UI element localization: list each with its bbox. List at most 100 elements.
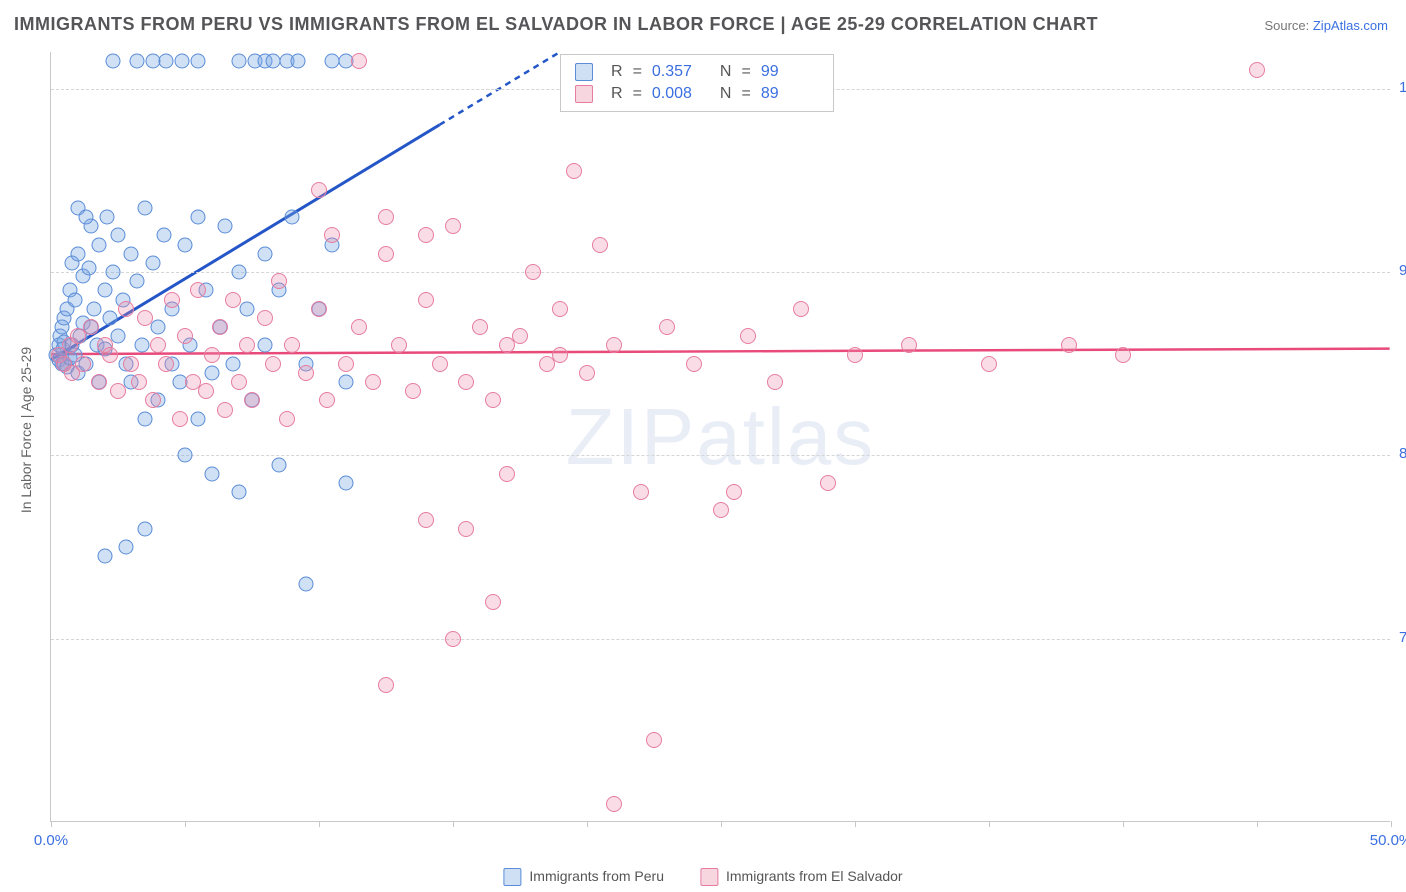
data-point xyxy=(552,301,568,317)
legend-label-elsalvador: Immigrants from El Salvador xyxy=(726,868,903,884)
data-point xyxy=(1115,347,1131,363)
data-point xyxy=(100,210,115,225)
y-tick-label: 90.0% xyxy=(1391,262,1406,279)
data-point xyxy=(767,374,783,390)
data-point xyxy=(239,301,254,316)
data-point xyxy=(204,466,219,481)
data-point xyxy=(217,402,233,418)
data-point xyxy=(499,337,515,353)
data-point xyxy=(445,218,461,234)
legend-label-peru: Immigrants from Peru xyxy=(529,868,664,884)
x-tick-label: 0.0% xyxy=(34,832,68,849)
data-point xyxy=(177,328,193,344)
data-point xyxy=(78,210,93,225)
data-point xyxy=(713,502,729,518)
data-point xyxy=(606,337,622,353)
data-point xyxy=(633,484,649,500)
data-point xyxy=(97,283,112,298)
x-tick-label: 50.0% xyxy=(1370,832,1406,849)
stats-eq: = xyxy=(741,85,750,103)
legend-item-elsalvador: Immigrants from El Salvador xyxy=(700,868,903,886)
data-point xyxy=(212,319,228,335)
data-point xyxy=(258,246,273,261)
data-point xyxy=(418,292,434,308)
stats-r-value: 0.008 xyxy=(652,85,710,103)
data-point xyxy=(191,411,206,426)
data-point xyxy=(159,54,174,69)
data-point xyxy=(351,53,367,69)
source-attribution: Source: ZipAtlas.com xyxy=(1264,18,1388,33)
x-tick xyxy=(989,821,990,827)
data-point xyxy=(319,392,335,408)
data-point xyxy=(472,319,488,335)
data-point xyxy=(68,292,83,307)
data-point xyxy=(111,228,126,243)
data-point xyxy=(150,337,166,353)
data-point xyxy=(686,356,702,372)
data-point xyxy=(137,310,153,326)
data-point xyxy=(129,274,144,289)
data-point xyxy=(124,246,139,261)
data-point xyxy=(178,448,193,463)
y-tick-label: 70.0% xyxy=(1391,629,1406,646)
data-point xyxy=(145,392,161,408)
x-tick xyxy=(721,821,722,827)
data-point xyxy=(298,576,313,591)
data-point xyxy=(338,356,354,372)
data-point xyxy=(97,549,112,564)
data-point xyxy=(311,182,327,198)
data-point xyxy=(592,237,608,253)
data-point xyxy=(391,337,407,353)
data-point xyxy=(324,227,340,243)
watermark-thin: atlas xyxy=(696,392,875,481)
source-prefix: Source: xyxy=(1264,18,1312,33)
data-point xyxy=(418,512,434,528)
data-point xyxy=(485,392,501,408)
data-point xyxy=(458,521,474,537)
x-tick xyxy=(587,821,588,827)
data-point xyxy=(525,264,541,280)
data-point xyxy=(231,374,247,390)
y-tick-label: 80.0% xyxy=(1391,445,1406,462)
stats-n-value: 99 xyxy=(761,63,819,81)
data-point xyxy=(105,54,120,69)
data-point xyxy=(164,292,180,308)
data-point xyxy=(102,347,118,363)
data-point xyxy=(351,319,367,335)
data-point xyxy=(145,255,160,270)
chart-plot-area: ZIPatlas 70.0%80.0%90.0%100.0%0.0%50.0% xyxy=(50,52,1390,822)
chart-title: IMMIGRANTS FROM PERU VS IMMIGRANTS FROM … xyxy=(14,14,1098,35)
data-point xyxy=(338,375,353,390)
data-point xyxy=(70,246,85,261)
data-point xyxy=(119,540,134,555)
stats-r-label: R xyxy=(611,63,623,81)
source-link[interactable]: ZipAtlas.com xyxy=(1313,18,1388,33)
grid-line xyxy=(51,455,1390,456)
data-point xyxy=(244,392,260,408)
series-legend: Immigrants from Peru Immigrants from El … xyxy=(503,868,902,886)
data-point xyxy=(847,347,863,363)
data-point xyxy=(258,338,273,353)
data-point xyxy=(198,383,214,399)
data-point xyxy=(606,796,622,812)
data-point xyxy=(793,301,809,317)
data-point xyxy=(290,54,305,69)
stats-eq: = xyxy=(633,85,642,103)
x-tick xyxy=(319,821,320,827)
data-point xyxy=(204,365,219,380)
data-point xyxy=(137,200,152,215)
data-point xyxy=(231,485,246,500)
legend-swatch-peru xyxy=(503,868,521,886)
data-point xyxy=(131,374,147,390)
data-point xyxy=(156,228,171,243)
data-point xyxy=(311,301,327,317)
data-point xyxy=(137,411,152,426)
data-point xyxy=(225,292,241,308)
stats-row: R=0.008N=89 xyxy=(575,83,819,105)
data-point xyxy=(102,310,117,325)
legend-swatch-elsalvador xyxy=(700,868,718,886)
x-tick xyxy=(1123,821,1124,827)
stats-eq: = xyxy=(741,63,750,81)
data-point xyxy=(579,365,595,381)
data-point xyxy=(279,411,295,427)
